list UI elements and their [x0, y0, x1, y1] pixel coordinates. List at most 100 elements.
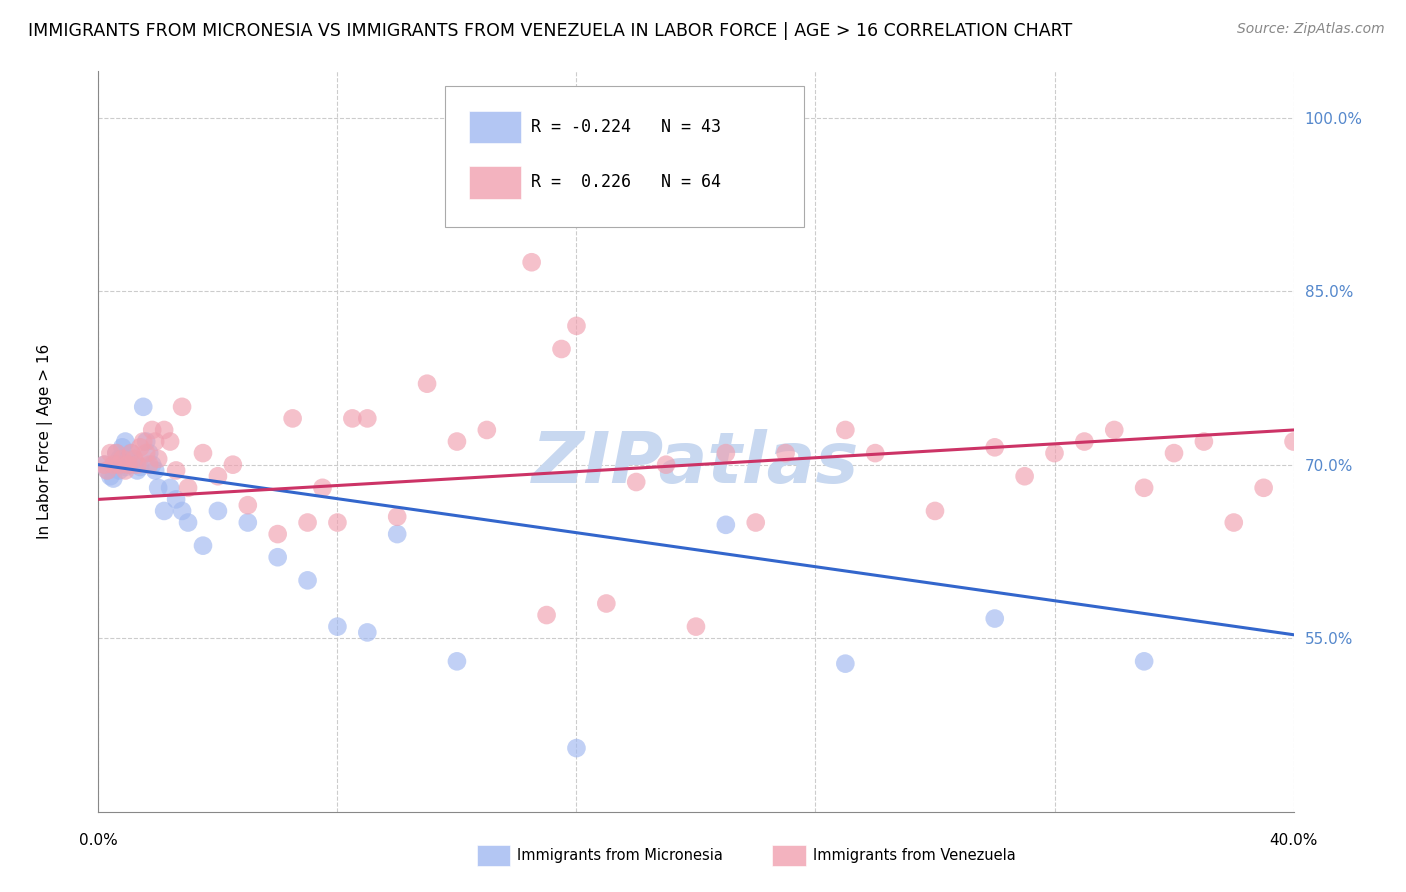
- Point: [191, 539, 214, 553]
- Point: [342, 411, 364, 425]
- Point: [98, 469, 122, 483]
- Point: [924, 504, 946, 518]
- Point: [159, 481, 181, 495]
- Point: [714, 517, 737, 532]
- Point: [236, 498, 259, 512]
- Text: ZIPatlas: ZIPatlas: [533, 429, 859, 499]
- Point: [745, 516, 768, 530]
- Point: [105, 446, 128, 460]
- Point: [120, 446, 142, 460]
- Point: [1014, 469, 1036, 483]
- Point: [865, 446, 887, 460]
- Point: [385, 527, 409, 541]
- Point: [98, 446, 122, 460]
- Point: [311, 481, 333, 495]
- Point: [96, 463, 118, 477]
- Text: Immigrants from Micronesia: Immigrants from Micronesia: [517, 848, 723, 863]
- Point: [165, 492, 187, 507]
- Point: [595, 597, 617, 611]
- Point: [475, 423, 498, 437]
- Point: [159, 434, 181, 449]
- Point: [108, 451, 131, 466]
- Point: [565, 741, 588, 756]
- Point: [834, 657, 856, 671]
- Point: [117, 458, 139, 472]
- Point: [93, 458, 115, 472]
- Point: [108, 463, 131, 477]
- Point: [385, 509, 409, 524]
- Point: [222, 458, 245, 472]
- Point: [135, 446, 157, 460]
- Text: R =  0.226   N = 64: R = 0.226 N = 64: [531, 173, 721, 192]
- Point: [281, 411, 304, 425]
- Point: [127, 458, 149, 472]
- Point: [1133, 654, 1156, 668]
- Point: [117, 458, 139, 472]
- Point: [1253, 481, 1275, 495]
- Point: [520, 255, 543, 269]
- Point: [148, 481, 170, 495]
- Point: [165, 463, 187, 477]
- Point: [124, 458, 146, 472]
- Point: [207, 469, 229, 483]
- Point: [297, 574, 319, 588]
- Point: [138, 446, 160, 460]
- Point: [446, 654, 468, 668]
- Point: [207, 504, 229, 518]
- Point: [141, 423, 163, 437]
- Point: [153, 423, 176, 437]
- Point: [143, 434, 166, 449]
- Point: [114, 463, 136, 477]
- Point: [550, 342, 572, 356]
- Point: [326, 516, 349, 530]
- Point: [114, 460, 136, 475]
- Point: [1282, 434, 1305, 449]
- Text: 0.0%: 0.0%: [79, 832, 118, 847]
- Point: [356, 411, 378, 425]
- Point: [105, 446, 128, 460]
- Point: [446, 434, 468, 449]
- Point: [103, 472, 125, 486]
- Point: [685, 619, 707, 633]
- Point: [177, 481, 200, 495]
- Point: [416, 376, 439, 391]
- Point: [984, 611, 1007, 625]
- Point: [1192, 434, 1215, 449]
- Point: [1043, 446, 1066, 460]
- Point: [117, 451, 139, 466]
- Point: [127, 463, 149, 477]
- Text: Source: ZipAtlas.com: Source: ZipAtlas.com: [1237, 22, 1385, 37]
- Point: [1163, 446, 1185, 460]
- Point: [626, 475, 648, 489]
- Point: [297, 516, 319, 530]
- Point: [103, 458, 125, 472]
- Point: [96, 463, 118, 477]
- Point: [1104, 423, 1126, 437]
- Point: [141, 458, 163, 472]
- Point: [132, 400, 155, 414]
- Point: [105, 458, 128, 472]
- Point: [138, 458, 160, 472]
- Point: [1133, 481, 1156, 495]
- Point: [124, 451, 146, 466]
- Point: [111, 458, 134, 472]
- Point: [148, 451, 170, 466]
- Point: [1073, 434, 1095, 449]
- Point: [132, 434, 155, 449]
- Point: [714, 446, 737, 460]
- Point: [236, 516, 259, 530]
- Point: [172, 504, 194, 518]
- Point: [153, 504, 176, 518]
- Point: [191, 446, 214, 460]
- Point: [326, 619, 349, 633]
- Point: [775, 446, 797, 460]
- Point: [111, 451, 134, 466]
- Point: [108, 458, 131, 472]
- Point: [93, 458, 115, 472]
- Text: Immigrants from Venezuela: Immigrants from Venezuela: [813, 848, 1015, 863]
- Text: 40.0%: 40.0%: [1270, 832, 1317, 847]
- Text: R = -0.224   N = 43: R = -0.224 N = 43: [531, 118, 721, 136]
- Point: [655, 458, 678, 472]
- Point: [143, 463, 166, 477]
- Point: [1223, 516, 1246, 530]
